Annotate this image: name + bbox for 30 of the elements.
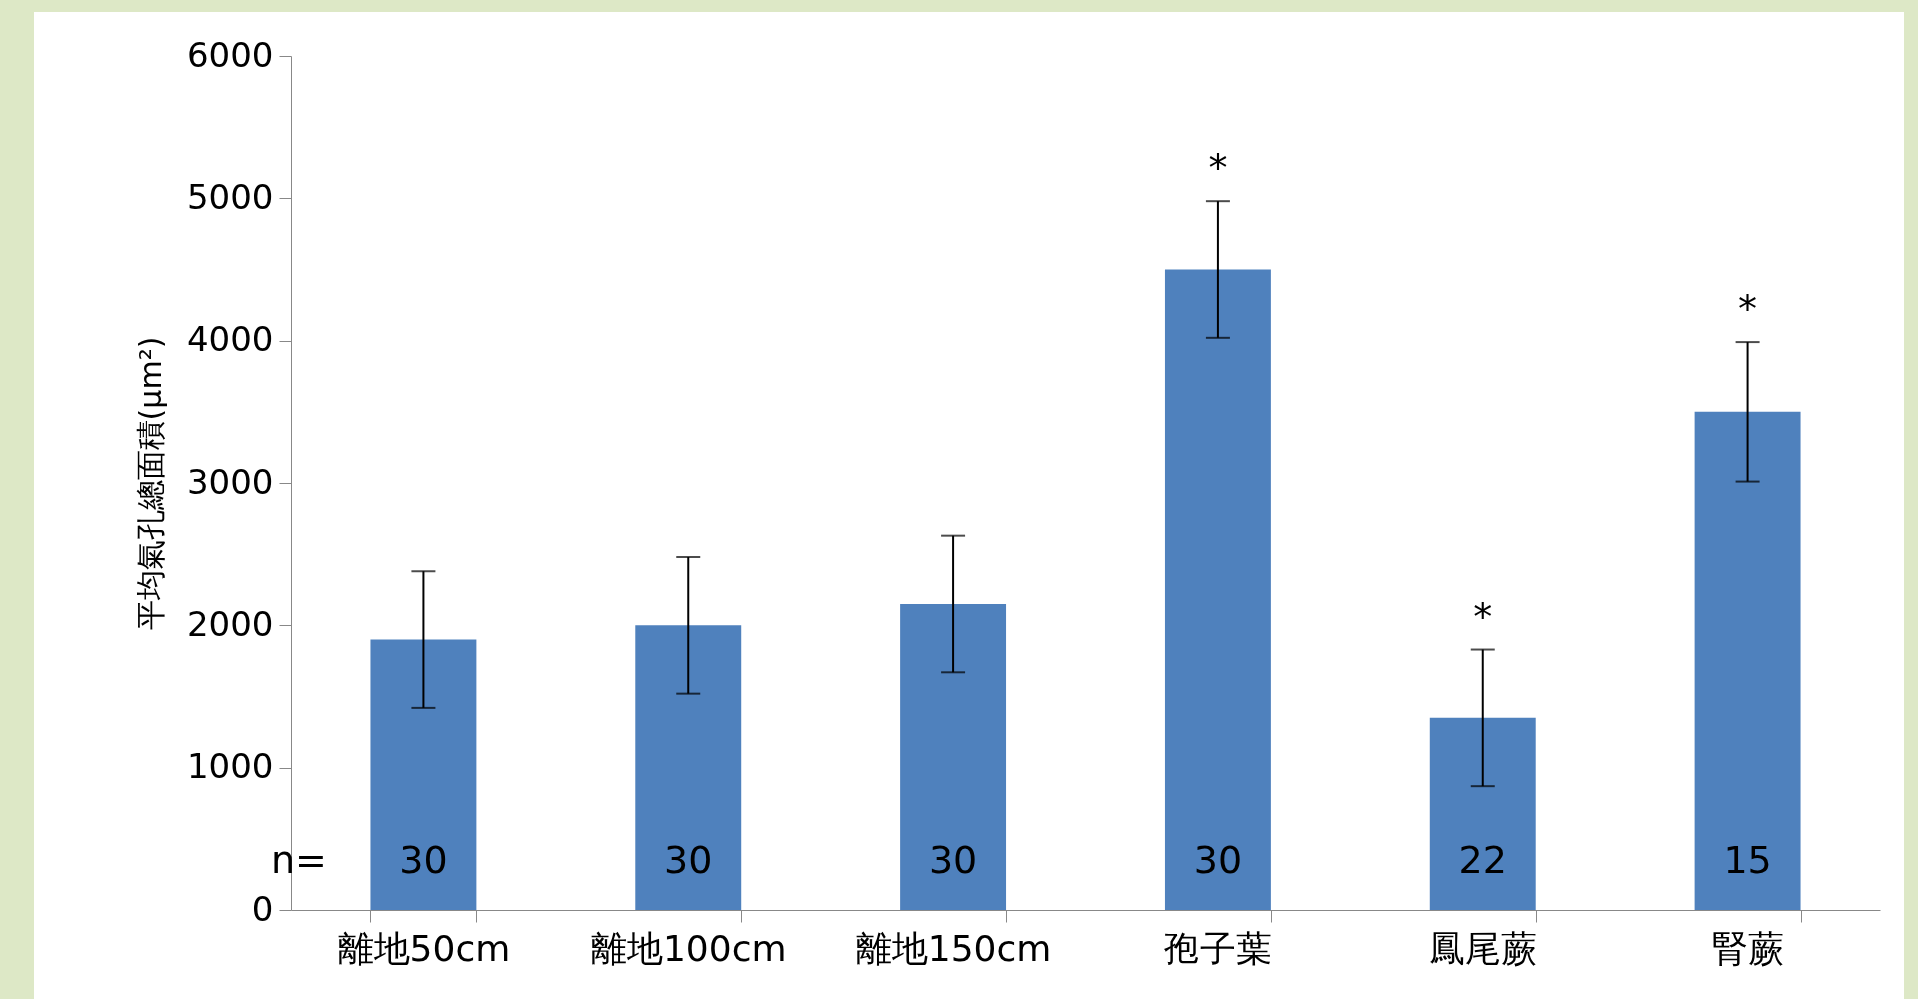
annotation: n= (271, 838, 327, 882)
y-axis-title: 平均氣孔總面積(μm²) (132, 336, 168, 631)
annotation: 15 (1723, 838, 1772, 882)
bar (1164, 269, 1271, 910)
annotation: 30 (1193, 838, 1243, 882)
bar (635, 625, 742, 910)
data-label: * (1208, 146, 1228, 191)
x-tick-label: 孢子葉 (1164, 927, 1273, 969)
y-tick-label: 3000 (186, 461, 274, 502)
data-label: * (1738, 287, 1758, 332)
x-tick-label: 鳳尾蕨 (1429, 927, 1538, 969)
x-tick-label: 離地50cm (337, 927, 511, 969)
y-tick-label: 0 (251, 888, 274, 929)
bar (1694, 411, 1801, 910)
y-tick-label: 1000 (186, 746, 274, 787)
annotation: 22 (1458, 838, 1507, 882)
x-tick-label: 離地150cm (855, 927, 1052, 969)
annotation: 30 (399, 838, 448, 882)
y-tick-label: 2000 (186, 603, 274, 644)
annotation: 30 (664, 838, 713, 882)
y-tick-label: 4000 (186, 319, 274, 360)
annotation: 30 (928, 838, 978, 882)
data-label: * (1473, 594, 1493, 639)
x-tick-label: 離地100cm (590, 927, 787, 969)
x-tick-label: 腎蕨 (1712, 927, 1785, 969)
y-tick-label: 6000 (186, 34, 274, 75)
bar (900, 603, 1007, 910)
y-tick-label: 5000 (186, 176, 274, 217)
bar (370, 639, 477, 910)
bar (1429, 717, 1536, 910)
